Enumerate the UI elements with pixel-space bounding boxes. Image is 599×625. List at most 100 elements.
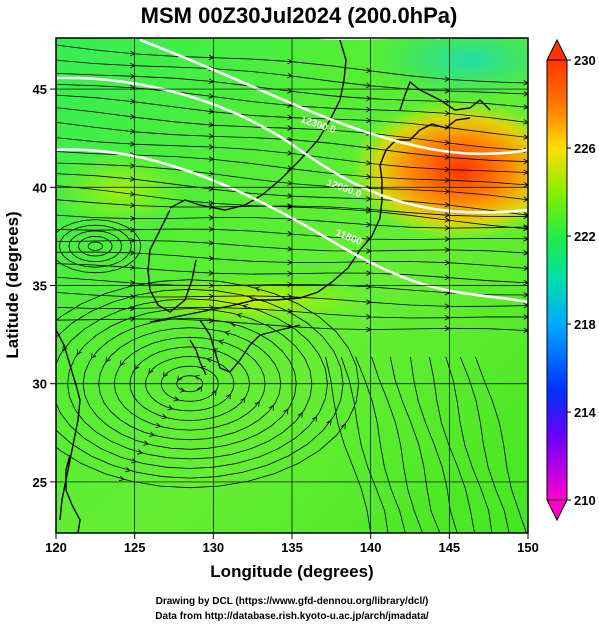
contour-12300	[139, 38, 528, 156]
streamline-arrow	[523, 314, 528, 320]
streamline-arrow	[155, 422, 162, 429]
credit-line-2: Data from http://database.rish.kyoto-u.a…	[155, 611, 429, 622]
streamline-arrow	[523, 213, 528, 220]
streamline-eddy	[68, 230, 123, 263]
streamline-westerly	[56, 58, 528, 95]
streamline-arrow	[206, 357, 212, 363]
streamline-westerly	[56, 305, 528, 319]
colorbar-scale	[546, 59, 568, 501]
streamline-arrow	[340, 423, 346, 430]
contour-12000	[56, 76, 528, 214]
streamline-westerly	[56, 240, 528, 254]
streamline-arrow	[131, 458, 137, 464]
streamline-westerly	[56, 214, 528, 229]
streamline-arrow	[193, 374, 200, 381]
streamline-arrow	[523, 265, 528, 271]
x-tick-label: 150	[517, 540, 539, 555]
streamline-arrow	[125, 466, 131, 473]
streamline-westerly	[56, 162, 528, 201]
streamline-arrow	[242, 304, 249, 310]
x-axis-label: Longitude (degrees)	[210, 562, 373, 581]
streamline-arrow	[34, 338, 38, 343]
colorbar: 230 226 222 218 214 210	[546, 38, 596, 522]
streamline-arrow	[119, 360, 125, 367]
y-tick-label: 45	[33, 82, 47, 97]
x-tick-label: 135	[281, 540, 303, 555]
streamline-arrow	[523, 169, 528, 176]
streamline-arrow	[523, 181, 528, 188]
y-axis-label: Latitude (degrees)	[3, 211, 22, 358]
streamline-arrow	[224, 330, 231, 336]
y-tick-label: 35	[33, 279, 47, 294]
colorbar-top-arrow	[546, 38, 568, 61]
streamline-southerly	[371, 356, 423, 533]
streamline-arrow	[76, 349, 82, 356]
streamline-westerly	[56, 173, 528, 216]
streamline-arrow	[523, 196, 528, 203]
streamline-arrow	[523, 302, 528, 309]
streamline-eddy	[56, 219, 142, 274]
map-title: MSM 00Z30Jul2024 (200.0hPa)	[141, 3, 458, 28]
streamline-arrow	[173, 396, 180, 402]
streamline-arrow	[225, 393, 231, 400]
streamline-arrow	[523, 134, 528, 140]
streamline-southerly	[325, 356, 372, 533]
streamline-arrow	[248, 295, 255, 301]
coast-korea	[147, 209, 197, 313]
x-axis: 120 125 130 135 140 145 150	[45, 533, 539, 555]
streamline-southerly	[459, 356, 510, 533]
colorbar-label: 214	[574, 405, 596, 420]
y-tick-label: 30	[33, 377, 47, 392]
streamline-arrow	[523, 250, 528, 256]
streamline-vortex	[56, 279, 360, 489]
streamline-westerly	[56, 107, 528, 151]
coast-japan	[149, 117, 471, 323]
streamline-arrow	[268, 404, 275, 411]
streamline-eddy	[87, 241, 103, 251]
colorbar-bottom-arrow	[546, 499, 568, 522]
map-plot: 12300.0 12000.0 11800	[34, 38, 528, 533]
streamline-westerly	[56, 292, 528, 307]
x-tick-label: 125	[124, 540, 146, 555]
streamline-southerly	[355, 356, 406, 533]
streamline-arrow	[197, 386, 203, 392]
x-tick-label: 140	[360, 540, 382, 555]
streamline-westerly	[56, 199, 528, 217]
streamline-arrow	[523, 91, 528, 97]
streamline-arrow	[523, 104, 528, 110]
y-axis: 25 30 35 40 45	[33, 82, 56, 490]
streamline-southerly	[340, 356, 389, 533]
contour-11800	[56, 148, 528, 304]
x-tick-label: 120	[45, 540, 67, 555]
streamline-southerly	[445, 356, 493, 533]
streamline-arrow	[297, 412, 303, 419]
colorbar-label: 230	[574, 53, 596, 68]
yellow-patch	[56, 150, 190, 230]
warm-anomaly	[350, 100, 528, 240]
streamline-arrow	[167, 405, 174, 411]
streamline-westerly	[56, 136, 528, 173]
streamline-westerly	[56, 84, 528, 123]
streamline-vortex	[56, 298, 328, 469]
streamline-arrow	[91, 353, 97, 359]
streamline-southerly	[389, 356, 441, 533]
streamline-arrow	[161, 413, 168, 420]
streamline-arrow	[148, 368, 154, 374]
streamline-eddy	[78, 235, 113, 257]
streamline-arrow	[218, 339, 225, 345]
coast-sakhalin	[169, 39, 347, 211]
coast-taiwan	[65, 454, 81, 533]
x-tick-label: 145	[438, 540, 460, 555]
streamline-arrow	[523, 158, 528, 165]
credit-line-1: Drawing by DCL (https://www.gfd-dennou.o…	[156, 596, 429, 607]
colorbar-label: 222	[574, 229, 596, 244]
colorbar-label: 226	[574, 141, 596, 156]
coastlines	[56, 39, 491, 533]
coast-china	[56, 329, 81, 521]
coast-hokkaido	[399, 80, 491, 111]
streamline-southerly	[429, 356, 475, 533]
streamline-westerly	[56, 263, 528, 284]
y-tick-label: 40	[33, 180, 47, 195]
streamline-arrow	[312, 416, 318, 422]
